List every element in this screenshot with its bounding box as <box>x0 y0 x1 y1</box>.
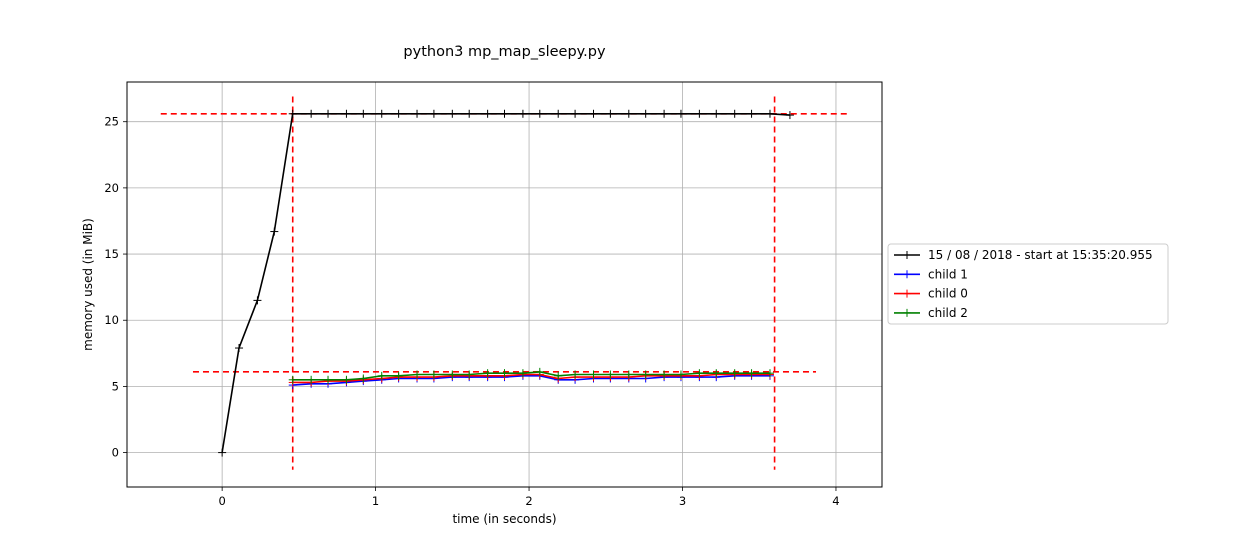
data-point-marker <box>218 448 227 457</box>
data-point-marker <box>606 370 615 379</box>
data-point-marker <box>483 109 492 118</box>
data-point-marker <box>747 369 756 378</box>
x-tick-label: 3 <box>679 494 686 508</box>
data-point-marker <box>483 369 492 378</box>
data-point-marker <box>500 369 509 378</box>
series-line <box>292 374 770 386</box>
data-point-marker <box>695 109 704 118</box>
data-point-marker <box>554 109 563 118</box>
chart-title: python3 mp_map_sleepy.py <box>403 44 606 60</box>
axis-ticks: 0 1 2 3 4 0 5 10 15 20 25 <box>104 115 839 508</box>
data-point-marker <box>589 109 598 118</box>
data-point-marker <box>377 371 386 380</box>
data-point-marker <box>235 344 244 353</box>
data-point-marker <box>641 370 650 379</box>
data-point-marker <box>394 109 403 118</box>
y-tick-label: 5 <box>112 379 119 393</box>
data-point-marker <box>785 111 794 120</box>
data-point-marker <box>660 109 669 118</box>
y-axis-label: memory used (in MiB) <box>81 218 95 351</box>
data-point-marker <box>730 369 739 378</box>
data-point-marker <box>359 109 368 118</box>
y-tick-label: 25 <box>104 115 119 129</box>
legend-box <box>887 243 1169 325</box>
y-tick-label: 10 <box>104 313 119 327</box>
data-point-marker <box>641 109 650 118</box>
data-point-marker <box>253 296 262 305</box>
data-point-marker <box>765 369 774 378</box>
data-point-marker <box>571 109 580 118</box>
legend-item: child 0 <box>894 287 968 301</box>
series-line <box>221 113 790 453</box>
x-tick-label: 2 <box>525 494 532 508</box>
data-point-marker <box>589 370 598 379</box>
data-point-marker <box>518 369 527 378</box>
data-point-marker <box>394 371 403 380</box>
data-point-marker <box>676 109 685 118</box>
data-point-marker <box>518 109 527 118</box>
data-point-marker <box>747 109 756 118</box>
data-point-marker <box>712 109 721 118</box>
data-point-marker <box>342 109 351 118</box>
data-point-marker <box>695 369 704 378</box>
x-axis-label: time (in seconds) <box>452 512 556 526</box>
data-point-marker <box>377 109 386 118</box>
data-point-marker <box>535 109 544 118</box>
data-point-marker <box>342 375 351 384</box>
data-point-marker <box>571 370 580 379</box>
series-line <box>292 373 770 384</box>
legend: 15 / 08 / 2018 - start at 15:35:20.955 ch… <box>887 243 1169 325</box>
data-point-marker <box>307 375 316 384</box>
data-point-marker <box>270 227 279 236</box>
data-point-marker <box>660 370 669 379</box>
series-lines <box>218 109 794 457</box>
data-point-marker <box>324 109 333 118</box>
y-tick-label: 15 <box>104 247 119 261</box>
data-point-marker <box>307 109 316 118</box>
legend-item: child 2 <box>894 306 968 320</box>
grid <box>127 82 882 487</box>
reference-lines <box>160 96 849 470</box>
data-point-marker <box>500 109 509 118</box>
legend-label: child 1 <box>928 267 968 281</box>
data-point-marker <box>324 375 333 384</box>
data-point-marker <box>429 370 438 379</box>
data-point-marker <box>429 109 438 118</box>
data-point-marker <box>624 109 633 118</box>
x-tick-label: 1 <box>372 494 379 508</box>
data-point-marker <box>712 369 721 378</box>
series-3 <box>288 367 774 384</box>
x-tick-label: 0 <box>218 494 225 508</box>
data-point-marker <box>535 367 544 376</box>
data-point-marker <box>624 370 633 379</box>
data-point-marker <box>730 109 739 118</box>
legend-label: 15 / 08 / 2018 - start at 15:35:20.955 <box>928 248 1153 262</box>
data-point-marker <box>676 370 685 379</box>
data-point-marker <box>288 375 297 384</box>
series-0 <box>218 109 794 457</box>
data-point-marker <box>359 374 368 383</box>
data-point-marker <box>288 109 297 118</box>
x-tick-label: 4 <box>832 494 839 508</box>
data-point-marker <box>465 370 474 379</box>
y-tick-label: 20 <box>104 181 119 195</box>
plot-area-frame <box>126 81 883 488</box>
legend-label: child 0 <box>928 287 968 301</box>
data-point-marker <box>765 109 774 118</box>
series-line <box>292 371 770 381</box>
legend-item: 15 / 08 / 2018 - start at 15:35:20.955 <box>894 248 1153 262</box>
legend-label: child 2 <box>928 306 968 320</box>
data-point-marker <box>413 370 422 379</box>
y-tick-label: 0 <box>112 446 119 460</box>
data-point-marker <box>465 109 474 118</box>
data-point-marker <box>554 371 563 380</box>
data-point-marker <box>413 109 422 118</box>
data-point-marker <box>448 370 457 379</box>
data-point-marker <box>448 109 457 118</box>
data-point-marker <box>606 109 615 118</box>
legend-item: child 1 <box>894 267 968 281</box>
